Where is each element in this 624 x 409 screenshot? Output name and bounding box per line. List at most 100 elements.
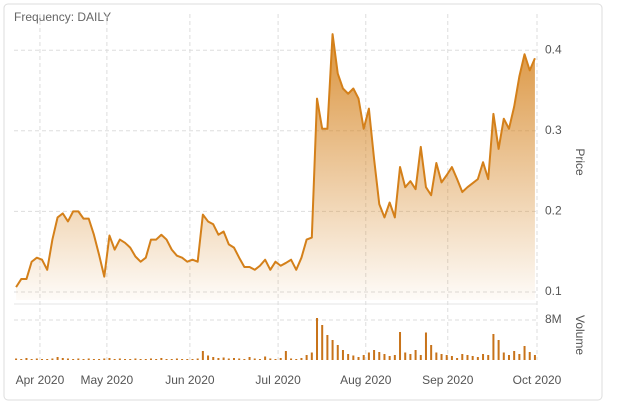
volume-bar (191, 359, 194, 360)
x-tick-label: May 2020 (81, 373, 134, 387)
volume-bar (82, 359, 85, 360)
volume-bar (25, 358, 28, 360)
volume-bar (170, 359, 173, 360)
volume-bar (409, 354, 412, 360)
volume-bar (316, 318, 319, 360)
volume-bar (305, 355, 308, 360)
volume-bar (445, 355, 448, 360)
volume-bar (310, 352, 313, 360)
volume-bar (518, 354, 521, 360)
volume-bar (160, 358, 163, 360)
volume-bar (284, 351, 287, 360)
volume-bar (56, 357, 59, 360)
x-tick-label: Jun 2020 (165, 373, 215, 387)
volume-bar (248, 357, 251, 360)
volume-bar (35, 358, 38, 360)
volume-bar (124, 359, 127, 360)
price-area (16, 34, 535, 300)
x-tick-label: Apr 2020 (16, 373, 65, 387)
volume-bar (440, 354, 443, 360)
y-tick-label: 0.3 (545, 123, 562, 137)
volume-bar (456, 358, 459, 360)
volume-bar (513, 351, 516, 360)
volume-bar (15, 358, 18, 360)
chart-title: Frequency: DAILY (14, 10, 111, 24)
volume-bar (404, 352, 407, 360)
volume-bar (326, 335, 329, 360)
volume-bar (502, 352, 505, 360)
volume-bar (290, 358, 293, 360)
volume-bar (264, 356, 267, 360)
price-line (15, 33, 536, 288)
volume-bar (393, 355, 396, 360)
volume-bar (212, 357, 215, 360)
y-tick-label: 0.2 (545, 204, 562, 218)
y-tick-label: 0.1 (545, 284, 562, 298)
volume-bar (103, 358, 106, 360)
volume-bar (331, 340, 334, 360)
volume-bar (476, 357, 479, 360)
volume-bar (196, 358, 199, 360)
volume-bar (321, 325, 324, 360)
volume-bar (471, 356, 474, 360)
volume-bar (227, 358, 230, 360)
volume-bar (295, 359, 298, 360)
y-tick-label: 0.4 (545, 42, 562, 56)
volume-bar (435, 352, 438, 360)
volume-bar (175, 358, 178, 360)
volume-bar (507, 355, 510, 360)
volume-bar (118, 358, 121, 360)
volume-bar (367, 352, 370, 360)
volume-bar (279, 358, 282, 360)
volume-bar (243, 359, 246, 360)
volume-bar (424, 332, 427, 360)
volume-bar (269, 358, 272, 360)
volume-axis-label: Volume (573, 315, 587, 355)
volume-bar (347, 354, 350, 360)
volume-bar (129, 359, 132, 360)
volume-bar (300, 358, 303, 360)
volume-bar (419, 355, 422, 360)
volume-bar (61, 358, 64, 360)
volume-bar (336, 345, 339, 360)
volume-bar (492, 334, 495, 360)
x-tick-label: Jul 2020 (255, 373, 301, 387)
x-tick-label: Oct 2020 (513, 373, 562, 387)
volume-bar (352, 355, 355, 360)
volume-bar (108, 358, 111, 360)
volume-bar (238, 358, 241, 360)
volume-bar (450, 356, 453, 360)
volume-bar (217, 358, 220, 360)
volume-bar (144, 359, 147, 360)
volume-bar (51, 358, 54, 360)
volume-bar (41, 359, 44, 360)
volume-bar (466, 355, 469, 360)
volume-bar (181, 359, 184, 360)
price-axis-label: Price (573, 148, 587, 176)
volume-bar (155, 359, 158, 360)
volume-bar (528, 352, 531, 360)
volume-bar (373, 350, 376, 360)
volume-bar (533, 355, 536, 360)
volume-bar (87, 358, 90, 360)
volume-bar (222, 357, 225, 360)
volume-bar (258, 359, 261, 360)
x-tick-label: Aug 2020 (340, 373, 392, 387)
volume-bar (399, 332, 402, 360)
volume-bar (341, 350, 344, 360)
volume-bar (378, 352, 381, 360)
volume-bar (186, 359, 189, 360)
volume-bar (487, 355, 490, 360)
volume-bar (482, 354, 485, 360)
volume-bar (383, 354, 386, 360)
volume-bar (149, 358, 152, 360)
volume-bar (66, 358, 69, 360)
volume-bar (30, 359, 33, 360)
chart-frame (3, 3, 603, 401)
volume-bar (430, 345, 433, 360)
volume-bar (274, 359, 277, 360)
volume-bar (77, 358, 80, 360)
volume-bar (98, 359, 101, 360)
volume-bar (20, 359, 23, 360)
